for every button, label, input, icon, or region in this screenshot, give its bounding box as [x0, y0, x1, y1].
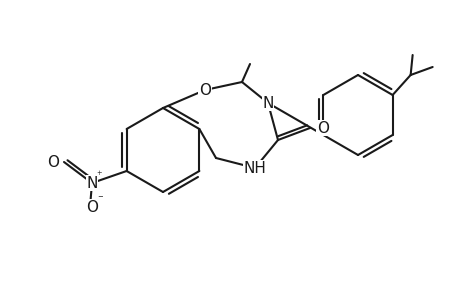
Text: NH: NH [243, 160, 266, 175]
Text: N: N [262, 95, 273, 110]
Text: O: O [199, 82, 211, 98]
Text: O: O [86, 200, 98, 214]
Text: $^{+}$: $^{+}$ [95, 170, 102, 180]
Text: N: N [86, 176, 97, 190]
Text: $^{-}$: $^{-}$ [97, 194, 104, 204]
Text: O: O [316, 121, 328, 136]
Text: O: O [47, 154, 59, 169]
